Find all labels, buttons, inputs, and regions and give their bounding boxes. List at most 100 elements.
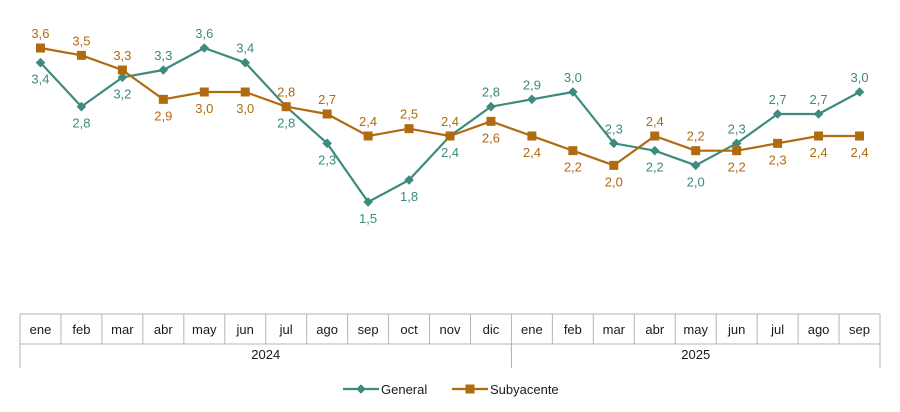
marker-subyacente	[568, 146, 578, 156]
data-labels: 3,4 2,8 3,2 3,3 3,6 3,4 2,8 2,3 1,5 1,8 2,4 2,8 2,9 3…	[31, 26, 868, 226]
month-tick-label: ago	[808, 322, 830, 337]
legend-swatch-marker	[465, 384, 475, 394]
month-tick-label: jun	[236, 322, 254, 337]
marker-general	[813, 109, 824, 119]
marker-subyacente	[814, 131, 824, 141]
legend-item-general: General	[343, 382, 427, 397]
month-tick-label: abr	[154, 322, 173, 337]
marker-subyacente	[281, 102, 291, 112]
month-tick-label: ene	[30, 322, 52, 337]
marker-general	[854, 87, 865, 97]
data-label-general: 2,9	[523, 77, 541, 92]
data-label-general: 3,0	[850, 70, 868, 85]
marker-general	[240, 57, 251, 68]
data-label-general: 3,4	[31, 72, 49, 87]
month-tick-label: jun	[727, 322, 745, 337]
data-label-general: 3,3	[154, 48, 172, 63]
month-tick-label: nov	[440, 322, 461, 337]
marker-subyacente	[199, 87, 209, 97]
month-tick-label: mar	[111, 322, 134, 337]
legend-label: General	[381, 382, 427, 397]
marker-general	[35, 57, 46, 68]
data-label-subyacente: 2,6	[482, 130, 500, 145]
month-tick-label: may	[192, 322, 217, 337]
marker-general	[609, 138, 619, 149]
data-label-subyacente: 2,4	[359, 114, 377, 129]
marker-subyacente	[404, 124, 414, 134]
month-tick-label: feb	[72, 322, 90, 337]
data-label-subyacente: 2,4	[850, 145, 868, 160]
data-label-general: 2,4	[441, 145, 459, 160]
data-label-subyacente: 2,8	[277, 85, 295, 100]
marker-subyacente	[363, 131, 373, 141]
data-label-subyacente: 2,4	[810, 145, 828, 160]
marker-subyacente	[486, 116, 496, 126]
data-label-general: 2,8	[482, 85, 500, 100]
marker-general	[527, 94, 537, 105]
month-tick-label: abr	[645, 322, 664, 337]
data-label-subyacente: 2,4	[523, 145, 541, 160]
year-label: 2024	[251, 347, 280, 362]
marker-subyacente	[35, 43, 45, 53]
data-label-general: 2,2	[646, 160, 664, 175]
month-tick-label: mar	[603, 322, 626, 337]
marker-subyacente	[732, 146, 742, 156]
marker-subyacente	[691, 146, 701, 156]
data-label-subyacente: 3,0	[236, 101, 254, 116]
marker-general	[199, 43, 210, 53]
month-tick-label: sep	[358, 322, 379, 337]
marker-general	[117, 72, 128, 83]
marker-subyacente	[609, 160, 619, 170]
data-label-general: 2,3	[728, 121, 746, 136]
data-label-general: 2,3	[318, 152, 336, 167]
month-tick-label: ago	[316, 322, 338, 337]
data-label-subyacente: 2,7	[318, 92, 336, 107]
data-label-subyacente: 2,0	[605, 174, 623, 189]
data-label-subyacente: 2,5	[400, 107, 418, 122]
data-label-subyacente: 3,3	[113, 48, 131, 63]
data-label-general: 3,0	[564, 70, 582, 85]
data-label-general: 2,0	[687, 174, 705, 189]
data-label-general: 3,6	[195, 26, 213, 41]
month-tick-label: jul	[279, 322, 293, 337]
marker-general	[158, 65, 169, 75]
marker-subyacente	[445, 131, 455, 141]
series-markers	[35, 43, 865, 207]
legend-swatch-marker	[356, 384, 366, 394]
marker-subyacente	[240, 87, 250, 97]
month-tick-label: oct	[400, 322, 418, 337]
legend-label: Subyacente	[490, 382, 559, 397]
data-label-subyacente: 3,6	[31, 26, 49, 41]
data-label-general: 3,4	[236, 41, 254, 56]
marker-general	[690, 160, 701, 171]
marker-general	[649, 145, 660, 156]
marker-subyacente	[650, 131, 660, 141]
data-label-subyacente: 3,5	[72, 33, 90, 48]
data-label-general: 2,8	[72, 116, 90, 131]
marker-general	[772, 109, 783, 119]
data-label-subyacente: 2,9	[154, 108, 172, 123]
data-label-general: 2,8	[277, 116, 295, 131]
data-label-general: 1,8	[400, 189, 418, 204]
marker-subyacente	[76, 50, 86, 60]
year-label: 2025	[681, 347, 710, 362]
marker-general	[486, 101, 496, 112]
marker-general	[363, 197, 373, 207]
data-label-subyacente: 2,4	[646, 114, 664, 129]
marker-subyacente	[158, 94, 168, 104]
marker-subyacente	[117, 65, 127, 75]
month-tick-label: ene	[521, 322, 543, 337]
marker-general	[76, 101, 87, 112]
month-tick-label: dic	[483, 322, 500, 337]
month-tick-label: jul	[770, 322, 784, 337]
legend: General Subyacente	[343, 382, 559, 397]
category-axis-table: ene feb mar abr may jun jul ago sep oct nov dic ene f…	[19, 313, 881, 368]
data-label-general: 2,7	[810, 92, 828, 107]
data-label-subyacente: 2,4	[441, 114, 459, 129]
month-tick-label: feb	[564, 322, 582, 337]
data-label-general: 2,3	[605, 121, 623, 136]
data-label-general: 1,5	[359, 211, 377, 226]
marker-subyacente	[855, 131, 865, 141]
marker-general	[568, 87, 578, 97]
